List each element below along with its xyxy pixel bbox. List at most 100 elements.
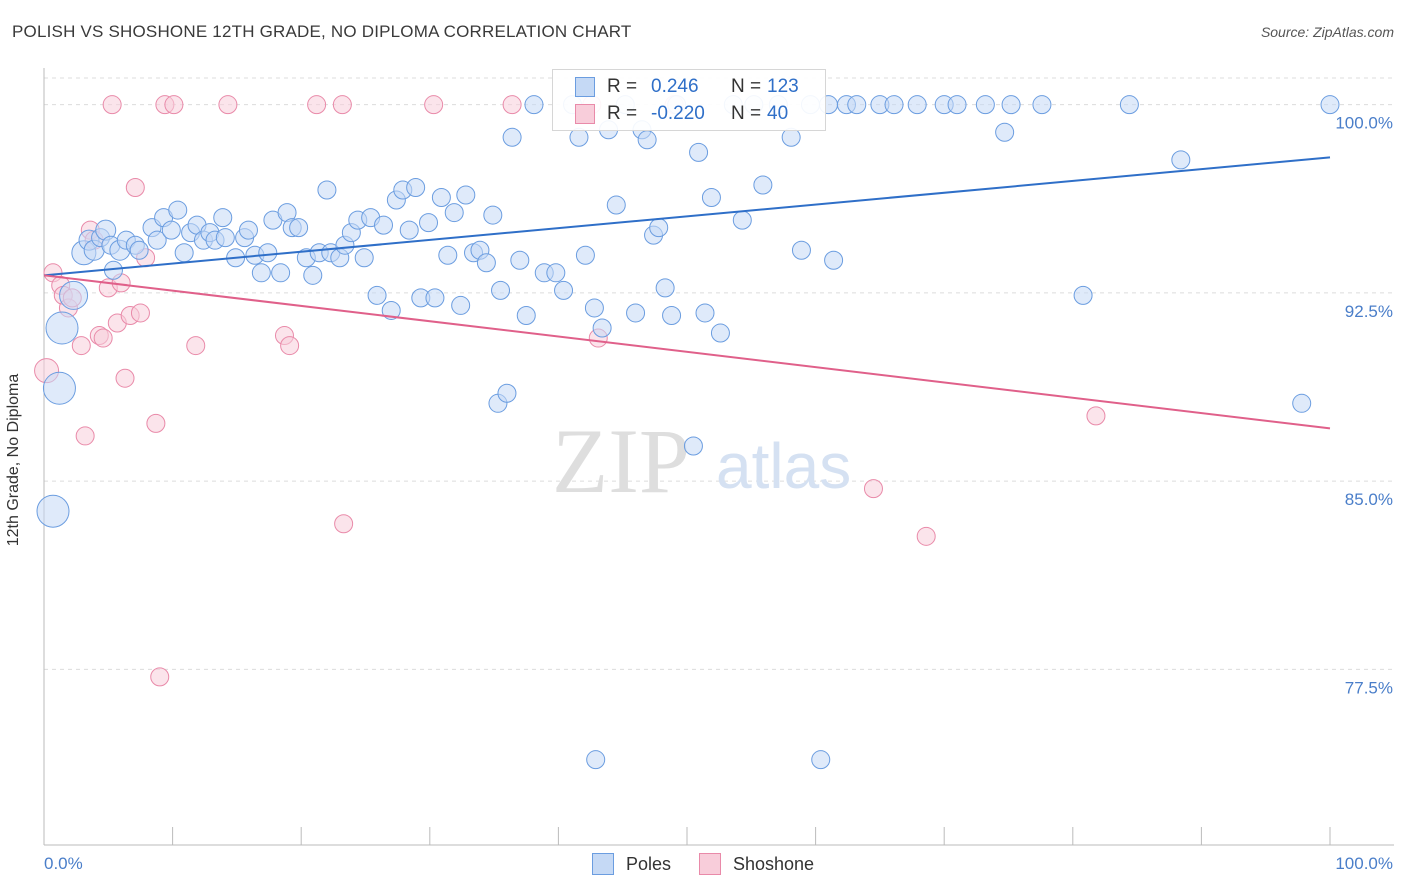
poles-point xyxy=(491,280,511,300)
poles-point xyxy=(406,177,426,197)
y-tick-label: 92.5% xyxy=(1345,302,1393,321)
legend-item-poles[interactable]: Poles xyxy=(591,853,671,875)
poles-point xyxy=(1001,95,1021,115)
legend-item-shoshone[interactable]: Shoshone xyxy=(698,853,815,875)
y-axis-label: 12th Grade, No Diploma xyxy=(5,373,22,547)
poles-point xyxy=(271,263,291,283)
shoshone-point xyxy=(130,303,150,323)
poles-point xyxy=(710,323,730,343)
poles-point xyxy=(168,200,188,220)
shoshone-point xyxy=(125,177,145,197)
x-tick-label: 0.0% xyxy=(44,854,83,873)
r-value: -0.220 xyxy=(651,103,705,124)
poles-point xyxy=(884,95,904,115)
poles-point xyxy=(592,318,612,338)
poles-point xyxy=(381,300,401,320)
y-tick-label: 77.5% xyxy=(1345,678,1393,697)
shoshone-point xyxy=(146,413,166,433)
watermark-zip: ZIP xyxy=(552,410,690,512)
watermark: ZIP atlas xyxy=(552,410,851,512)
poles-point xyxy=(1292,393,1312,413)
poles-point xyxy=(129,240,149,260)
shoshone-point xyxy=(916,526,936,546)
source-label: Source: ZipAtlas.com xyxy=(1260,24,1394,40)
shoshone-points xyxy=(34,95,1106,687)
poles-point xyxy=(683,436,703,456)
shoshone-point xyxy=(502,95,522,115)
shoshone-point xyxy=(218,95,238,115)
poles-point xyxy=(258,243,278,263)
poles-point xyxy=(975,95,995,115)
poles-point xyxy=(695,303,715,323)
grid-lines xyxy=(44,77,1394,670)
poles-point xyxy=(689,142,709,162)
poles-point xyxy=(662,305,682,325)
poles-point xyxy=(586,750,606,770)
poles-point xyxy=(649,218,669,238)
n-value: 123 xyxy=(767,76,799,97)
r-value: 0.246 xyxy=(651,76,699,97)
watermark-atlas: atlas xyxy=(716,430,851,502)
poles-point xyxy=(251,263,271,283)
poles-point xyxy=(174,243,194,263)
poles-point xyxy=(947,95,967,115)
series-legend: Poles Shoshone xyxy=(0,852,1406,876)
shoshone-point xyxy=(115,368,135,388)
poles-point xyxy=(215,228,235,248)
poles-point xyxy=(626,303,646,323)
poles-point xyxy=(374,215,394,235)
n-label: N = xyxy=(731,103,762,124)
shoshone-point xyxy=(71,336,91,356)
poles-point xyxy=(510,250,530,270)
poles-point xyxy=(753,175,773,195)
poles-point xyxy=(655,278,675,298)
shoshone-point xyxy=(863,479,883,499)
poles-point xyxy=(502,127,522,147)
poles-point xyxy=(354,248,374,268)
shoshone-legend-swatch xyxy=(698,853,721,875)
poles-point xyxy=(161,220,181,240)
poles-point xyxy=(791,240,811,260)
poles-point xyxy=(367,285,387,305)
shoshone-point xyxy=(1086,406,1106,426)
n-value: 40 xyxy=(767,103,789,124)
shoshone-point xyxy=(307,95,327,115)
poles-point xyxy=(399,220,419,240)
poles-point xyxy=(419,213,439,233)
poles-point xyxy=(317,180,337,200)
poles-point xyxy=(431,188,451,208)
poles-point xyxy=(483,205,503,225)
poles-point xyxy=(456,185,476,205)
chart-title: POLISH VS SHOSHONE 12TH GRADE, NO DIPLOM… xyxy=(12,22,632,41)
n-label: N = xyxy=(731,76,762,97)
tick-labels: 100.0% 92.5% 85.0% 77.5% 0.0% 100.0% xyxy=(44,114,1393,873)
legend-row-shoshone: R = -0.220 N = 40 xyxy=(575,101,788,127)
r-label: R = xyxy=(607,76,638,97)
shoshone-swatch xyxy=(575,104,595,124)
shoshone-point xyxy=(424,95,444,115)
poles-point xyxy=(811,750,831,770)
poles-point xyxy=(42,371,76,405)
poles-point xyxy=(516,305,536,325)
poles-point xyxy=(425,288,445,308)
poles-point xyxy=(824,250,844,270)
shoshone-legend-label: Shoshone xyxy=(732,853,815,874)
legend-row-poles: R = 0.246 N = 123 xyxy=(575,74,799,100)
poles-point xyxy=(995,122,1015,142)
poles-point xyxy=(575,245,595,265)
poles-point xyxy=(606,195,626,215)
shoshone-point xyxy=(186,336,206,356)
poles-trend-line xyxy=(43,156,1331,277)
shoshone-point xyxy=(164,95,184,115)
shoshone-point xyxy=(102,95,122,115)
poles-points xyxy=(36,95,1340,770)
poles-point xyxy=(554,280,574,300)
shoshone-point xyxy=(75,426,95,446)
poles-swatch xyxy=(575,77,595,97)
poles-point xyxy=(238,220,258,240)
poles-point xyxy=(637,130,657,150)
poles-point xyxy=(45,311,79,345)
poles-point xyxy=(213,208,233,228)
poles-point xyxy=(444,203,464,223)
